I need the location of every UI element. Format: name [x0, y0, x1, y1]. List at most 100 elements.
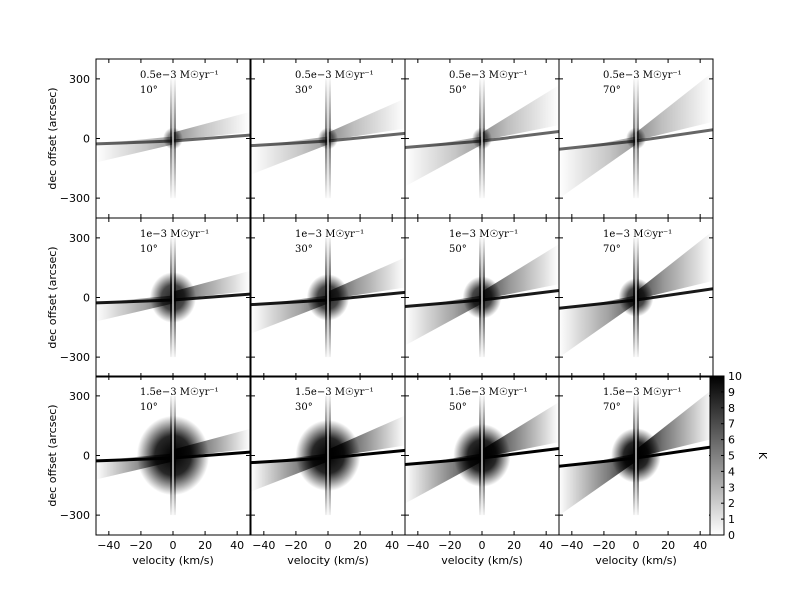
panel-angle-label: 50°: [449, 244, 467, 255]
x-tick-label: −40: [252, 539, 275, 552]
emission-map: [559, 388, 713, 520]
arm-right: [173, 111, 250, 141]
x-tick-label: 40: [539, 539, 553, 552]
panel-angle-label: 50°: [449, 402, 467, 413]
x-axis-label: velocity (km/s): [595, 554, 677, 567]
colorbar-tick-label: 10: [728, 370, 742, 383]
arm-right: [482, 244, 559, 300]
arm-right: [636, 230, 713, 300]
emission-map: [251, 233, 405, 362]
colorbar-tick-label: 0: [728, 529, 735, 542]
arm-right: [482, 85, 559, 141]
panel-r3-c4: 1.5e−3 M☉yr⁻¹ 70° −40 −20 0 20 40 velocity (km/…: [558, 375, 714, 567]
colorbar-tick-label: 2: [728, 497, 735, 510]
y-tick-label: 300: [69, 390, 90, 403]
x-tick-label: 20: [507, 539, 521, 552]
x-tick-label: 0: [170, 539, 177, 552]
panel-rate-label: 1e−3 M☉yr⁻¹: [449, 229, 518, 240]
emission-map: [96, 74, 250, 203]
arm-left: [405, 136, 482, 187]
y-tick-label: 300: [69, 232, 90, 245]
arm-left: [559, 136, 636, 199]
colorbar-tick-label: 7: [728, 418, 735, 431]
panel-angle-label: 10°: [140, 402, 158, 413]
x-tick-label: 0: [479, 539, 486, 552]
x-tick-label: −40: [560, 539, 583, 552]
panel-r1-c4: 0.5e−3 M☉yr⁻¹ 70°: [558, 58, 714, 219]
colorbar: 0 1 2 3 4 5 6 7 8 9 10 K: [709, 370, 769, 542]
x-tick-label: −20: [438, 539, 461, 552]
panel-r2-c4: 1e−3 M☉yr⁻¹ 70°: [558, 217, 714, 378]
x-tick-label: 40: [385, 539, 399, 552]
x-tick-label: 40: [230, 539, 244, 552]
x-tick-label: −20: [129, 539, 152, 552]
y-tick-label: 300: [69, 73, 90, 86]
y-axis-label: dec offset (arcsec): [46, 87, 59, 189]
panel-angle-label: 30°: [295, 85, 313, 96]
colorbar-tick-label: 8: [728, 402, 735, 415]
colorbar-tick-label: 4: [728, 465, 735, 478]
emission-map: [251, 391, 405, 520]
y-tick-label: −300: [60, 192, 90, 205]
y-tick-label: −300: [60, 351, 90, 364]
panel-rate-label: 1.5e−3 M☉yr⁻¹: [295, 387, 374, 398]
panel-angle-label: 70°: [603, 244, 621, 255]
x-tick-label: −20: [284, 539, 307, 552]
panel-angle-label: 50°: [449, 85, 467, 96]
colorbar-tick-label: 3: [728, 481, 735, 494]
emission-map: [405, 233, 559, 362]
emission-map: [559, 71, 713, 203]
x-tick-label: −40: [97, 539, 120, 552]
panel-angle-label: 10°: [140, 85, 158, 96]
x-tick-label: 20: [198, 539, 212, 552]
emission-map: [96, 391, 250, 520]
emission-map: [96, 233, 250, 362]
panel-r1-c2: 0.5e−3 M☉yr⁻¹ 30°: [250, 58, 406, 219]
emission-map: [559, 230, 713, 362]
x-axis-label: velocity (km/s): [441, 554, 523, 567]
colorbar-tick-label: 6: [728, 434, 735, 447]
panel-rate-label: 1.5e−3 M☉yr⁻¹: [603, 387, 682, 398]
panel-angle-label: 70°: [603, 85, 621, 96]
panel-rate-label: 0.5e−3 M☉yr⁻¹: [449, 70, 528, 81]
y-axis-label: dec offset (arcsec): [46, 246, 59, 348]
emission-map: [251, 74, 405, 203]
emission-map: [405, 74, 559, 203]
panel-angle-label: 70°: [603, 402, 621, 413]
x-axis-label: velocity (km/s): [287, 554, 369, 567]
y-tick-label: 0: [83, 450, 90, 463]
panel-angle-label: 30°: [295, 402, 313, 413]
x-tick-label: −40: [406, 539, 429, 552]
arm-right: [328, 98, 405, 141]
arm-left: [251, 136, 328, 175]
panel-r2-c3: 1e−3 M☉yr⁻¹ 50°: [404, 217, 560, 378]
arm-left: [559, 295, 636, 358]
arm-left: [405, 295, 482, 346]
panel-rate-label: 1e−3 M☉yr⁻¹: [140, 229, 209, 240]
x-tick-label: −20: [592, 539, 615, 552]
panel-angle-label: 30°: [295, 244, 313, 255]
y-tick-label: 0: [83, 292, 90, 305]
colorbar-tick-label: 1: [728, 513, 735, 526]
panel-r3-c3: 1.5e−3 M☉yr⁻¹ 50° −40 −20 0 20 40 velocity (km/…: [404, 375, 560, 567]
panel-rate-label: 1e−3 M☉yr⁻¹: [295, 229, 364, 240]
x-tick-label: 0: [633, 539, 640, 552]
panel-r2-c2: 1e−3 M☉yr⁻¹ 30°: [250, 217, 406, 378]
y-tick-label: 0: [83, 133, 90, 146]
panel-rate-label: 0.5e−3 M☉yr⁻¹: [140, 70, 219, 81]
colorbar-label: K: [756, 452, 769, 460]
x-tick-label: 20: [353, 539, 367, 552]
y-tick-label: −300: [60, 509, 90, 522]
panel-rate-label: 0.5e−3 M☉yr⁻¹: [295, 70, 374, 81]
panel-angle-label: 10°: [140, 244, 158, 255]
arm-right: [636, 71, 713, 141]
panel-rate-label: 1.5e−3 M☉yr⁻¹: [140, 387, 219, 398]
x-tick-label: 0: [325, 539, 332, 552]
x-tick-label: 40: [693, 539, 707, 552]
panel-rate-label: 1e−3 M☉yr⁻¹: [603, 229, 672, 240]
